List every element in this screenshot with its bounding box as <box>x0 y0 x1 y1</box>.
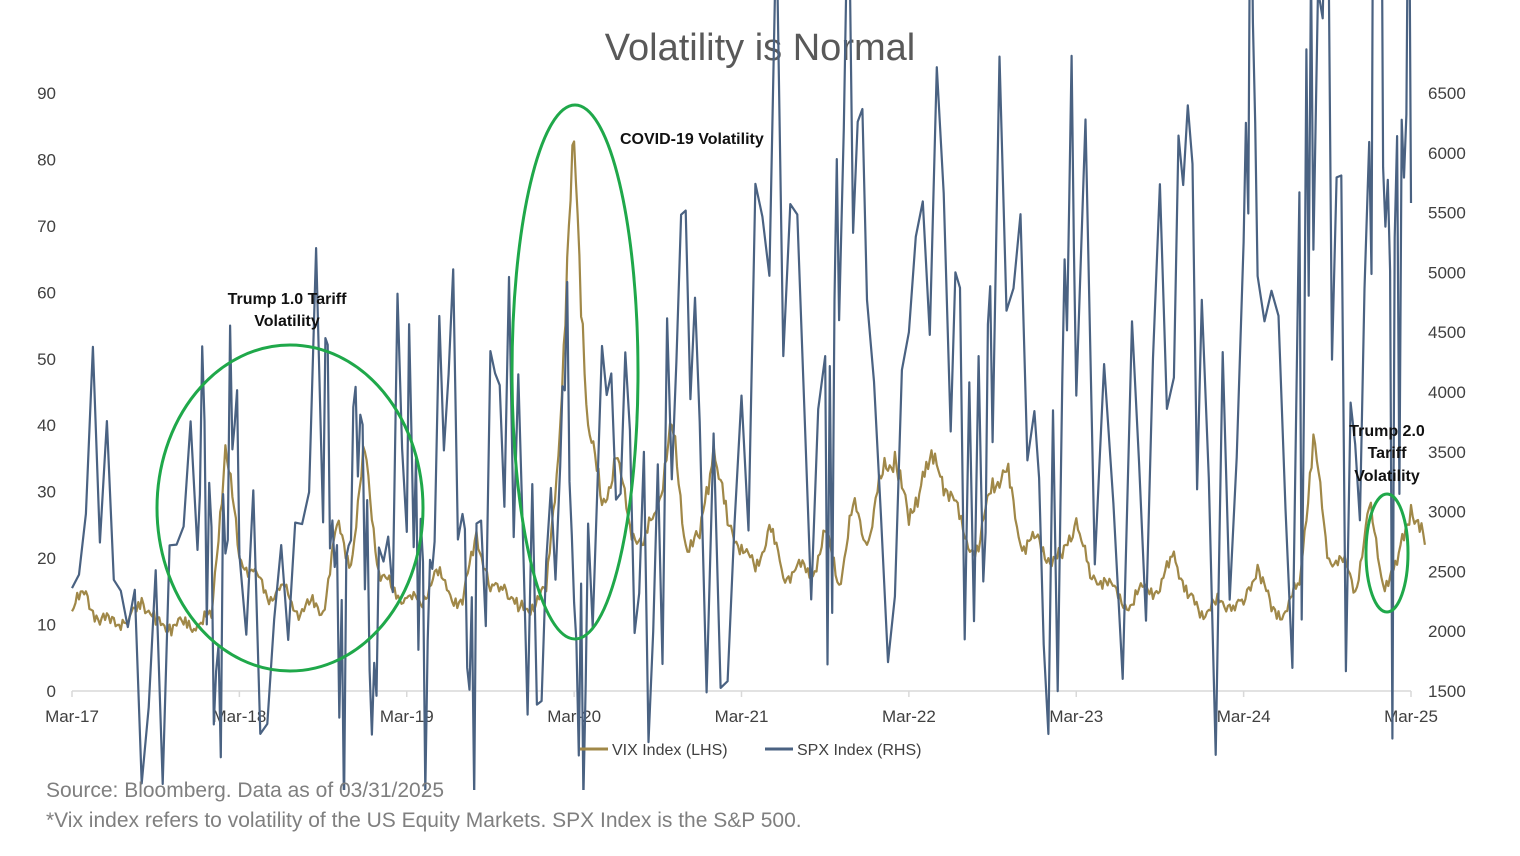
y-right-tick-label: 4500 <box>1428 323 1466 342</box>
y-right-tick-label: 3000 <box>1428 503 1466 522</box>
legend-spx-label: SPX Index (RHS) <box>797 742 921 759</box>
y-left-tick-label: 40 <box>37 416 56 435</box>
source-note: Source: Bloomberg. Data as of 03/31/2025 <box>46 779 445 802</box>
y-right-tick-label: 6500 <box>1428 84 1466 103</box>
legend: VIX Index (LHS) SPX Index (RHS) <box>580 742 921 759</box>
annotation-trump-2-line2: Tariff <box>1368 445 1407 462</box>
y-left-tick-label: 50 <box>37 350 56 369</box>
trump-2-highlight-ellipse <box>1364 492 1410 614</box>
annotation-trump-2-line1: Trump 2.0 <box>1349 423 1425 440</box>
covid-highlight-ellipse <box>510 103 640 641</box>
y-right-tick-label: 3500 <box>1428 443 1466 462</box>
x-tick-label: Mar-20 <box>547 707 601 726</box>
x-tick-label: Mar-24 <box>1217 707 1271 726</box>
series-layer <box>71 0 1426 790</box>
vix-series-line <box>71 140 1426 637</box>
y-right-tick-label: 1500 <box>1428 682 1466 701</box>
axes: Mar-17 Mar-18 Mar-19 Mar-20 Mar-21 Mar-22 Mar-… <box>37 84 1466 726</box>
x-tick-label: Mar-17 <box>45 707 99 726</box>
annotation-layer: Trump 1.0 Tariff Volatility COVID-19 Volat… <box>228 131 1425 485</box>
annotation-trump-2-line3: Volatility <box>1354 468 1420 485</box>
y-right-tick-label: 5000 <box>1428 263 1466 282</box>
y-left-tick-label: 80 <box>37 150 56 169</box>
y-left-tick-label: 70 <box>37 217 56 236</box>
x-tick-label: Mar-18 <box>212 707 266 726</box>
y-left-tick-label: 0 <box>47 682 56 701</box>
x-tick-label: Mar-19 <box>380 707 434 726</box>
x-tick-label: Mar-25 <box>1384 707 1438 726</box>
y-left-tick-label: 10 <box>37 616 56 635</box>
legend-vix-label: VIX Index (LHS) <box>612 742 728 759</box>
y-left-tick-label: 90 <box>37 84 56 103</box>
y-left-tick-label: 30 <box>37 483 56 502</box>
footnote: *Vix index refers to volatility of the U… <box>46 809 802 832</box>
chart-title: Volatility is Normal <box>605 27 915 69</box>
y-left-tick-label: 60 <box>37 283 56 302</box>
y-left-tick-label: 20 <box>37 549 56 568</box>
chart: Volatility is Normal Mar-17 Mar-18 Mar-19 M… <box>37 0 1466 790</box>
y-right-tick-label: 2500 <box>1428 562 1466 581</box>
y-right-tick-label: 5500 <box>1428 204 1466 223</box>
annotation-trump-1-line1: Trump 1.0 Tariff <box>228 291 348 308</box>
spx-series-line <box>71 0 1413 790</box>
x-tick-label: Mar-22 <box>882 707 936 726</box>
y-right-tick-label: 6000 <box>1428 144 1466 163</box>
annotation-covid: COVID-19 Volatility <box>620 131 764 148</box>
trump-1-highlight-ellipse <box>155 343 425 673</box>
y-right-tick-label: 4000 <box>1428 383 1466 402</box>
annotation-trump-1-line2: Volatility <box>254 313 320 330</box>
y-right-tick-label: 2000 <box>1428 622 1466 641</box>
highlight-layer <box>155 103 1410 673</box>
x-tick-label: Mar-21 <box>715 707 769 726</box>
x-tick-label: Mar-23 <box>1049 707 1103 726</box>
